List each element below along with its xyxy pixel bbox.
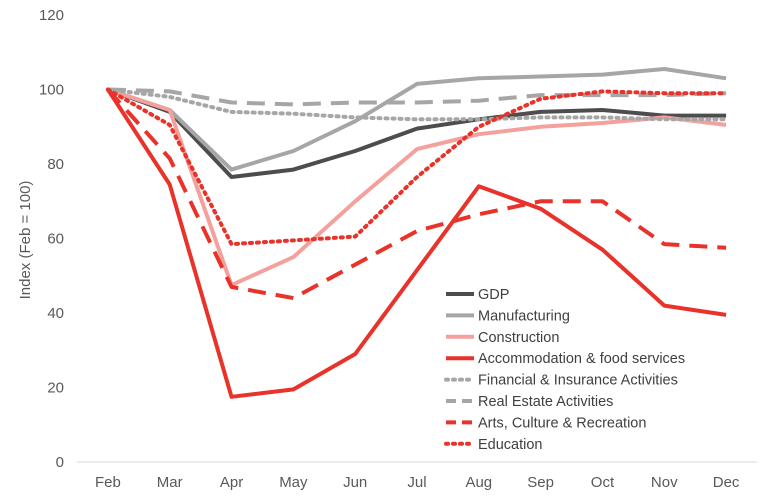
x-tick-label: Jul — [407, 474, 426, 491]
y-tick-label: 0 — [56, 454, 64, 471]
series-layer — [108, 69, 726, 397]
x-axis-ticks: Feb Mar Apr May Jun Jul Aug Sep Oct Nov Dec — [95, 474, 740, 491]
legend-label: Education — [478, 437, 543, 453]
series-line-6 — [108, 90, 726, 105]
y-tick-label: 60 — [47, 231, 64, 248]
line-chart: 0 20 40 60 80 100 120 Feb Mar Apr May Jun Jul Aug Sep… — [0, 0, 768, 499]
y-tick-label: 80 — [47, 156, 64, 173]
y-axis-ticks: 0 20 40 60 80 100 120 — [39, 7, 64, 471]
x-tick-label: Sep — [527, 474, 554, 491]
x-tick-label: Mar — [157, 474, 183, 491]
legend-label: Accommodation & food services — [478, 351, 685, 367]
legend-label: Manufacturing — [478, 308, 570, 324]
legend-label: GDP — [478, 287, 509, 303]
x-tick-label: Apr — [220, 474, 243, 491]
y-tick-label: 40 — [47, 305, 64, 322]
x-tick-label: May — [279, 474, 308, 491]
legend-label: Arts, Culture & Recreation — [478, 415, 646, 431]
legend-label: Construction — [478, 330, 559, 346]
x-tick-label: Dec — [713, 474, 740, 491]
y-axis-title: Index (Feb = 100) — [17, 181, 34, 300]
x-tick-label: Aug — [465, 474, 492, 491]
x-tick-label: Nov — [651, 474, 678, 491]
legend-label: Financial & Insurance Activities — [478, 373, 678, 389]
y-tick-label: 100 — [39, 82, 64, 99]
x-tick-label: Jun — [343, 474, 367, 491]
legend: GDP Manufacturing Construction Accommodatio… — [446, 287, 685, 453]
y-tick-label: 120 — [39, 7, 64, 24]
x-tick-label: Oct — [591, 474, 615, 491]
x-tick-label: Feb — [95, 474, 121, 491]
y-tick-label: 20 — [47, 380, 64, 397]
legend-label: Real Estate Activities — [478, 394, 613, 410]
